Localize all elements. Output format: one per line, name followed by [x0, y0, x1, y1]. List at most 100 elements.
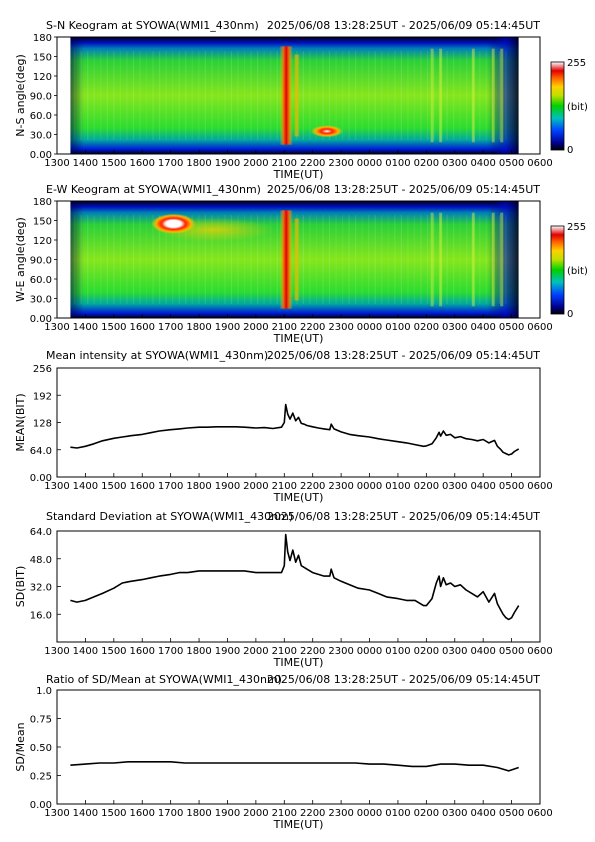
x-axis-label: TIME(UT) [273, 656, 324, 669]
chart-panel-4: Ratio of SD/Mean at SYOWA(WMI1_430nm)202… [14, 673, 553, 831]
x-tick-label: 1700 [158, 808, 183, 819]
x-tick-label: 1300 [44, 808, 69, 819]
aurora-spot [310, 125, 343, 138]
keogram-streak [361, 51, 363, 140]
x-tick-label: 0500 [499, 481, 524, 492]
keogram-streak [257, 215, 259, 304]
chart-time-range: 2025/06/08 13:28:25UT - 2025/06/09 05:14… [267, 673, 540, 686]
keogram-streak [498, 51, 501, 140]
keogram-streak [198, 215, 200, 304]
x-tick-label: 2200 [300, 481, 325, 492]
keogram-streak [407, 51, 409, 140]
keogram-streak [433, 51, 435, 140]
x-tick-label: 0400 [470, 481, 495, 492]
y-tick-label: 256 [33, 364, 52, 375]
x-tick-label: 1700 [158, 158, 183, 169]
series-line [70, 760, 519, 772]
keogram-streak [237, 51, 239, 140]
keogram-streak [361, 215, 363, 304]
x-tick-label: 1700 [158, 481, 183, 492]
keogram-streak [453, 51, 455, 140]
x-tick-label: 1700 [158, 322, 183, 333]
x-tick-label: 1800 [186, 646, 211, 657]
y-tick-label: 90.0 [30, 92, 52, 103]
y-tick-label: 192 [33, 391, 52, 402]
keogram-streak [322, 51, 324, 140]
x-axis-label: TIME(UT) [273, 491, 324, 504]
keogram-streak [126, 215, 128, 304]
keogram-streak [80, 51, 82, 140]
keogram-streak [426, 215, 429, 304]
keogram-streak [113, 51, 115, 140]
keogram-streak [263, 51, 265, 140]
keogram-streak [348, 215, 350, 304]
colorbar-unit-label: (bit) [567, 102, 588, 113]
keogram-streak [100, 215, 102, 304]
y-tick-label: 0.75 [30, 715, 52, 726]
keogram-streak [430, 48, 434, 143]
x-tick-label: 1300 [44, 158, 69, 169]
chart-time-range: 2025/06/08 13:28:25UT - 2025/06/09 05:14… [267, 510, 540, 523]
keogram-streak [328, 51, 331, 140]
x-tick-label: 0400 [470, 646, 495, 657]
keogram-streak [100, 51, 102, 140]
keogram-streak [309, 215, 311, 304]
aurora-band [279, 210, 293, 309]
aurora-band-tail [294, 218, 299, 301]
y-axis-label: W-E angle(deg) [14, 217, 27, 302]
x-tick-label: 2100 [272, 322, 297, 333]
keogram-streak [185, 51, 187, 140]
keogram-streak [407, 215, 409, 304]
plot-frame [56, 530, 541, 643]
keogram-streak [270, 51, 272, 140]
y-tick-label: 0.00 [30, 800, 52, 811]
keogram-streak [471, 212, 475, 307]
keogram-edge-shade [70, 37, 519, 154]
keogram-streak [479, 51, 481, 140]
keogram-streak [381, 215, 383, 304]
x-tick-label: 1800 [186, 808, 211, 819]
keogram-streak [394, 215, 396, 304]
keogram-streak [430, 212, 434, 307]
keogram-streak [132, 51, 135, 140]
keogram-streak [315, 51, 318, 140]
x-tick-label: 2300 [328, 808, 353, 819]
y-tick-label: 60.0 [30, 111, 52, 122]
y-tick-label: 0.00 [30, 150, 52, 161]
keogram-streak [152, 215, 154, 304]
keogram-streak [328, 215, 331, 304]
keogram-streak [172, 51, 174, 140]
x-tick-label: 0200 [414, 481, 439, 492]
x-tick-label: 0100 [385, 646, 410, 657]
keogram-streak [217, 51, 220, 140]
keogram-streak [165, 215, 167, 304]
x-tick-label: 2200 [300, 808, 325, 819]
keogram-streak [374, 215, 376, 304]
x-tick-label: 0000 [357, 322, 382, 333]
keogram-streak [145, 215, 148, 304]
keogram-streak [302, 215, 304, 304]
x-tick-label: 1500 [101, 646, 126, 657]
y-tick-label: 0.50 [30, 743, 52, 754]
keogram-streak [446, 215, 448, 304]
chart-time-range: 2025/06/08 13:28:25UT - 2025/06/09 05:14… [267, 183, 540, 196]
colorbar-min-label: 0 [567, 309, 573, 320]
keogram-streak [139, 51, 141, 140]
series-line [70, 533, 520, 621]
keogram-streak [191, 215, 193, 304]
x-tick-label: 0500 [499, 322, 524, 333]
x-tick-label: 2000 [243, 322, 268, 333]
x-tick-label: 2300 [328, 158, 353, 169]
x-tick-label: 0200 [414, 158, 439, 169]
colorbar [550, 225, 565, 315]
keogram-streak [172, 215, 174, 304]
chart-title: S-N Keogram at SYOWA(WMI1_430nm) [46, 19, 259, 32]
x-tick-label: 2000 [243, 481, 268, 492]
keogram-streak [471, 48, 475, 143]
y-tick-label: 0.00 [30, 314, 52, 325]
x-tick-label: 1800 [186, 158, 211, 169]
keogram-streak [335, 51, 337, 140]
x-tick-label: 0500 [499, 646, 524, 657]
keogram-streak [439, 51, 442, 140]
keogram-streak [479, 215, 481, 304]
